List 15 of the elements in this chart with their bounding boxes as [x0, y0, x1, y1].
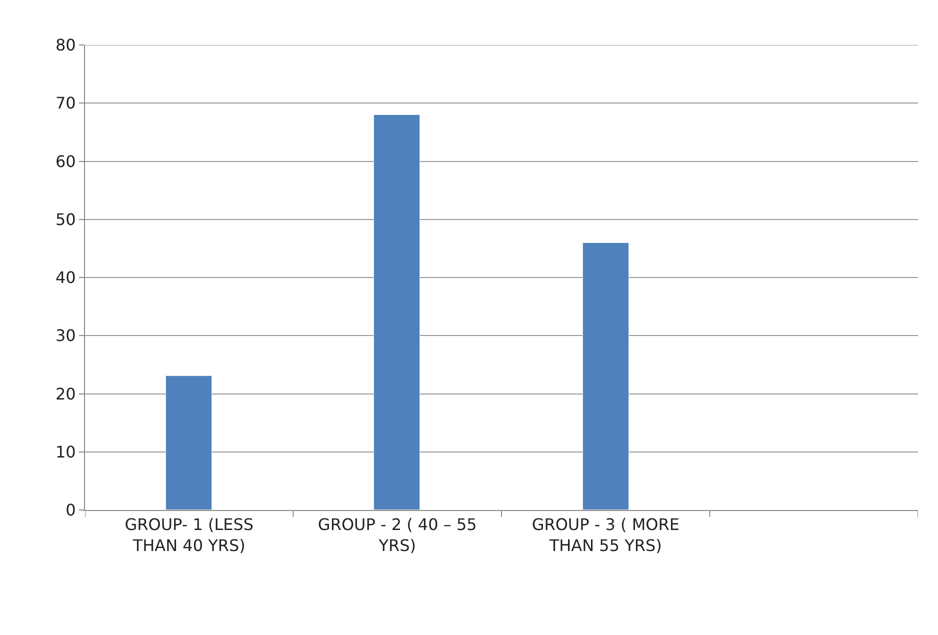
y-tick-label: 30	[55, 326, 76, 346]
y-tick-label: 10	[55, 442, 76, 462]
y-tick-label: 0	[66, 500, 76, 520]
x-tick-label: GROUP - 3 ( MORE THAN 55 YRS)	[532, 515, 680, 555]
bar	[582, 242, 629, 510]
y-tick-label: 20	[55, 384, 76, 404]
y-tick-label: 60	[55, 152, 76, 171]
bar	[374, 114, 420, 510]
x-tick-label: GROUP- 1 (LESS THAN 40 YRS)	[124, 515, 254, 555]
y-tick-label: 80	[55, 36, 76, 55]
y-tick-label: 50	[55, 210, 76, 229]
x-tick-label: GROUP - 2 ( 40 – 55 YRS)	[318, 515, 477, 555]
y-tick-label: 70	[55, 94, 76, 113]
y-tick-label: 40	[55, 268, 76, 288]
bar	[166, 376, 212, 510]
